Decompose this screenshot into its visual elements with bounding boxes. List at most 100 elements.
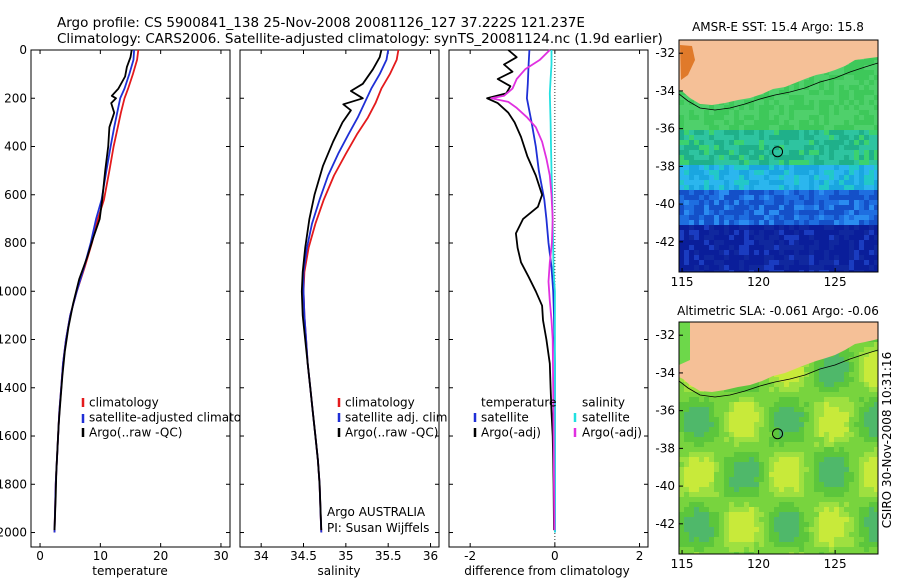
map-cell xyxy=(844,387,850,393)
map-cell xyxy=(774,382,780,388)
map-cell xyxy=(849,407,855,413)
map-cell xyxy=(784,250,790,256)
map-cell xyxy=(759,105,765,111)
map-cell xyxy=(759,195,765,201)
map-cell xyxy=(784,482,790,488)
map-cell xyxy=(679,512,685,518)
map-cell xyxy=(724,220,730,226)
map-cell xyxy=(729,215,735,221)
map-cell xyxy=(819,90,825,96)
map-x-tick-label: 115 xyxy=(671,557,694,571)
map-cell xyxy=(719,497,725,503)
map-cell xyxy=(824,80,830,86)
map-cell xyxy=(824,255,830,261)
map-cell xyxy=(679,492,685,498)
map-cell xyxy=(709,452,715,458)
map-cell xyxy=(744,457,750,463)
map-cell xyxy=(694,532,700,538)
map-cell xyxy=(754,472,760,478)
map-cell xyxy=(689,150,695,156)
map-cell xyxy=(729,225,735,231)
map-cell xyxy=(694,447,700,453)
map-cell xyxy=(744,447,750,453)
map-cell xyxy=(804,532,810,538)
map-cell xyxy=(729,115,735,121)
map-cell xyxy=(824,200,830,206)
map-cell xyxy=(764,487,770,493)
map-cell xyxy=(769,492,775,498)
map-cell xyxy=(854,352,860,358)
map-cell xyxy=(829,427,835,433)
map-cell xyxy=(829,225,835,231)
map-cell xyxy=(684,270,690,272)
map-cell xyxy=(844,175,850,181)
map-cell xyxy=(874,487,878,493)
map-cell xyxy=(874,125,878,131)
map-cell xyxy=(864,155,870,161)
map-cell xyxy=(754,235,760,241)
map-cell xyxy=(839,255,845,261)
map-cell xyxy=(844,145,850,151)
map-cell xyxy=(819,190,825,196)
map-cell xyxy=(839,402,845,408)
map-cell xyxy=(779,457,785,463)
map-cell xyxy=(714,185,720,191)
map-cell xyxy=(794,507,800,513)
map-cell xyxy=(864,472,870,478)
map-cell xyxy=(739,225,745,231)
map-cell xyxy=(809,160,815,166)
map-cell xyxy=(679,100,685,106)
header-line-1: Argo profile: CS 5900841_138 25-Nov-2008… xyxy=(57,15,585,31)
map-cell xyxy=(704,472,710,478)
map-cell xyxy=(764,497,770,503)
map-cell xyxy=(694,402,700,408)
map-cell xyxy=(789,85,795,91)
map-cell xyxy=(764,270,770,272)
map-cell xyxy=(874,527,878,533)
map-cell xyxy=(724,542,730,548)
map-cell xyxy=(794,547,800,553)
map-cell xyxy=(854,502,860,508)
map-cell xyxy=(784,487,790,493)
map-cell xyxy=(789,527,795,533)
map-cell xyxy=(829,175,835,181)
map-cell xyxy=(749,240,755,246)
map-cell xyxy=(844,235,850,241)
map-cell xyxy=(804,392,810,398)
map-cell xyxy=(834,135,840,141)
map-cell xyxy=(679,422,685,428)
map-cell xyxy=(874,502,878,508)
map-cell xyxy=(794,150,800,156)
map-cell xyxy=(859,225,865,231)
map-cell xyxy=(784,160,790,166)
map-cell xyxy=(769,230,775,236)
map-cell xyxy=(744,512,750,518)
map-cell xyxy=(834,125,840,131)
map-cell xyxy=(734,260,740,266)
map-cell xyxy=(729,502,735,508)
map-cell xyxy=(724,487,730,493)
map-cell xyxy=(694,392,700,398)
map-cell xyxy=(729,220,735,226)
map-cell xyxy=(804,105,810,111)
map-cell xyxy=(769,462,775,468)
map-cell xyxy=(849,245,855,251)
map-cell xyxy=(809,210,815,216)
map-cell xyxy=(784,477,790,483)
map-cell xyxy=(834,392,840,398)
map-cell xyxy=(869,492,875,498)
map-cell xyxy=(814,462,820,468)
map-cell xyxy=(834,472,840,478)
map-cell xyxy=(799,230,805,236)
map-cell xyxy=(869,432,875,438)
map-cell xyxy=(829,110,835,116)
map-cell xyxy=(819,537,825,543)
map-cell xyxy=(834,115,840,121)
map-cell xyxy=(724,240,730,246)
map-cell xyxy=(849,195,855,201)
map-cell xyxy=(774,220,780,226)
map-cell xyxy=(769,457,775,463)
map-cell xyxy=(759,477,765,483)
map-cell xyxy=(859,245,865,251)
map-cell xyxy=(859,512,865,518)
